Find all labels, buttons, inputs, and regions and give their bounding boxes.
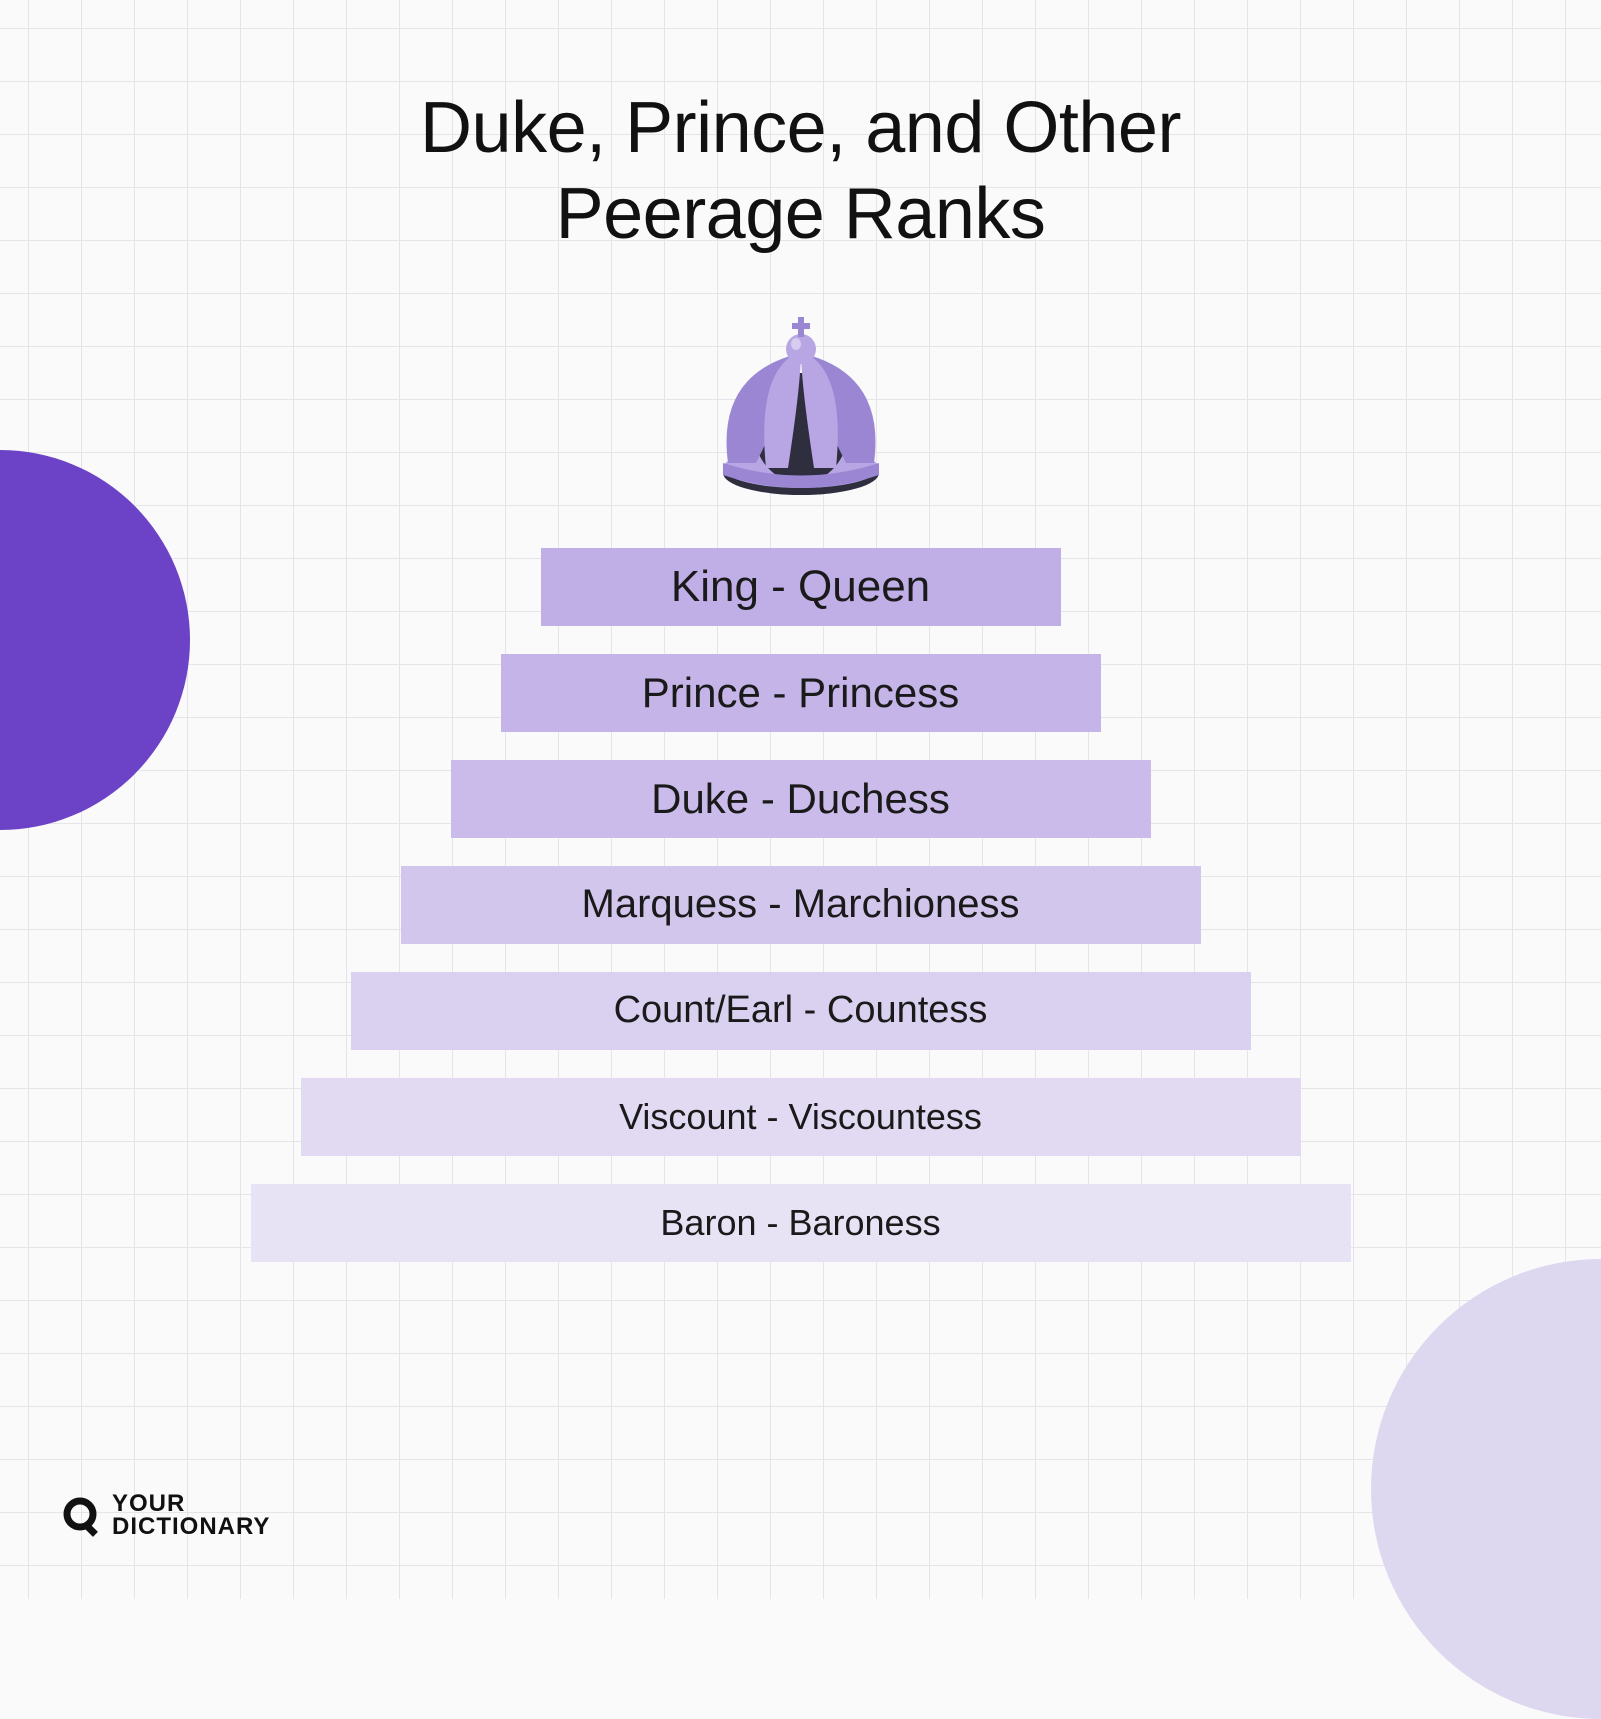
rank-label: Count/Earl - Countess — [614, 989, 988, 1032]
brand-logo: YOUR DICTIONARY — [60, 1493, 270, 1539]
rank-label: Duke - Duchess — [651, 775, 950, 823]
rank-bar-2: Duke - Duchess — [451, 760, 1151, 838]
rank-label: Prince - Princess — [642, 669, 959, 717]
ranks-pyramid: King - Queen Prince - Princess Duke - Duch… — [251, 548, 1351, 1262]
content-area: Duke, Prince, and Other Peerage Ranks Ki… — [0, 0, 1601, 1599]
rank-bar-5: Viscount - Viscountess — [301, 1078, 1301, 1156]
rank-bar-0: King - Queen — [541, 548, 1061, 626]
title-line-1: Duke, Prince, and Other — [420, 88, 1181, 168]
rank-bar-4: Count/Earl - Countess — [351, 972, 1251, 1050]
rank-label: King - Queen — [671, 562, 930, 612]
rank-label: Viscount - Viscountess — [619, 1096, 982, 1138]
rank-label: Marquess - Marchioness — [582, 882, 1020, 927]
logo-text: YOUR DICTIONARY — [112, 1493, 270, 1539]
rank-bar-6: Baron - Baroness — [251, 1184, 1351, 1262]
title-line-2: Peerage Ranks — [556, 174, 1046, 254]
logo-line-2: DICTIONARY — [112, 1516, 270, 1539]
logo-mark-icon — [60, 1494, 104, 1538]
rank-label: Baron - Baroness — [660, 1202, 940, 1244]
crown-icon — [696, 313, 906, 508]
page-title: Duke, Prince, and Other Peerage Ranks — [420, 85, 1181, 258]
rank-bar-1: Prince - Princess — [501, 654, 1101, 732]
rank-bar-3: Marquess - Marchioness — [401, 866, 1201, 944]
